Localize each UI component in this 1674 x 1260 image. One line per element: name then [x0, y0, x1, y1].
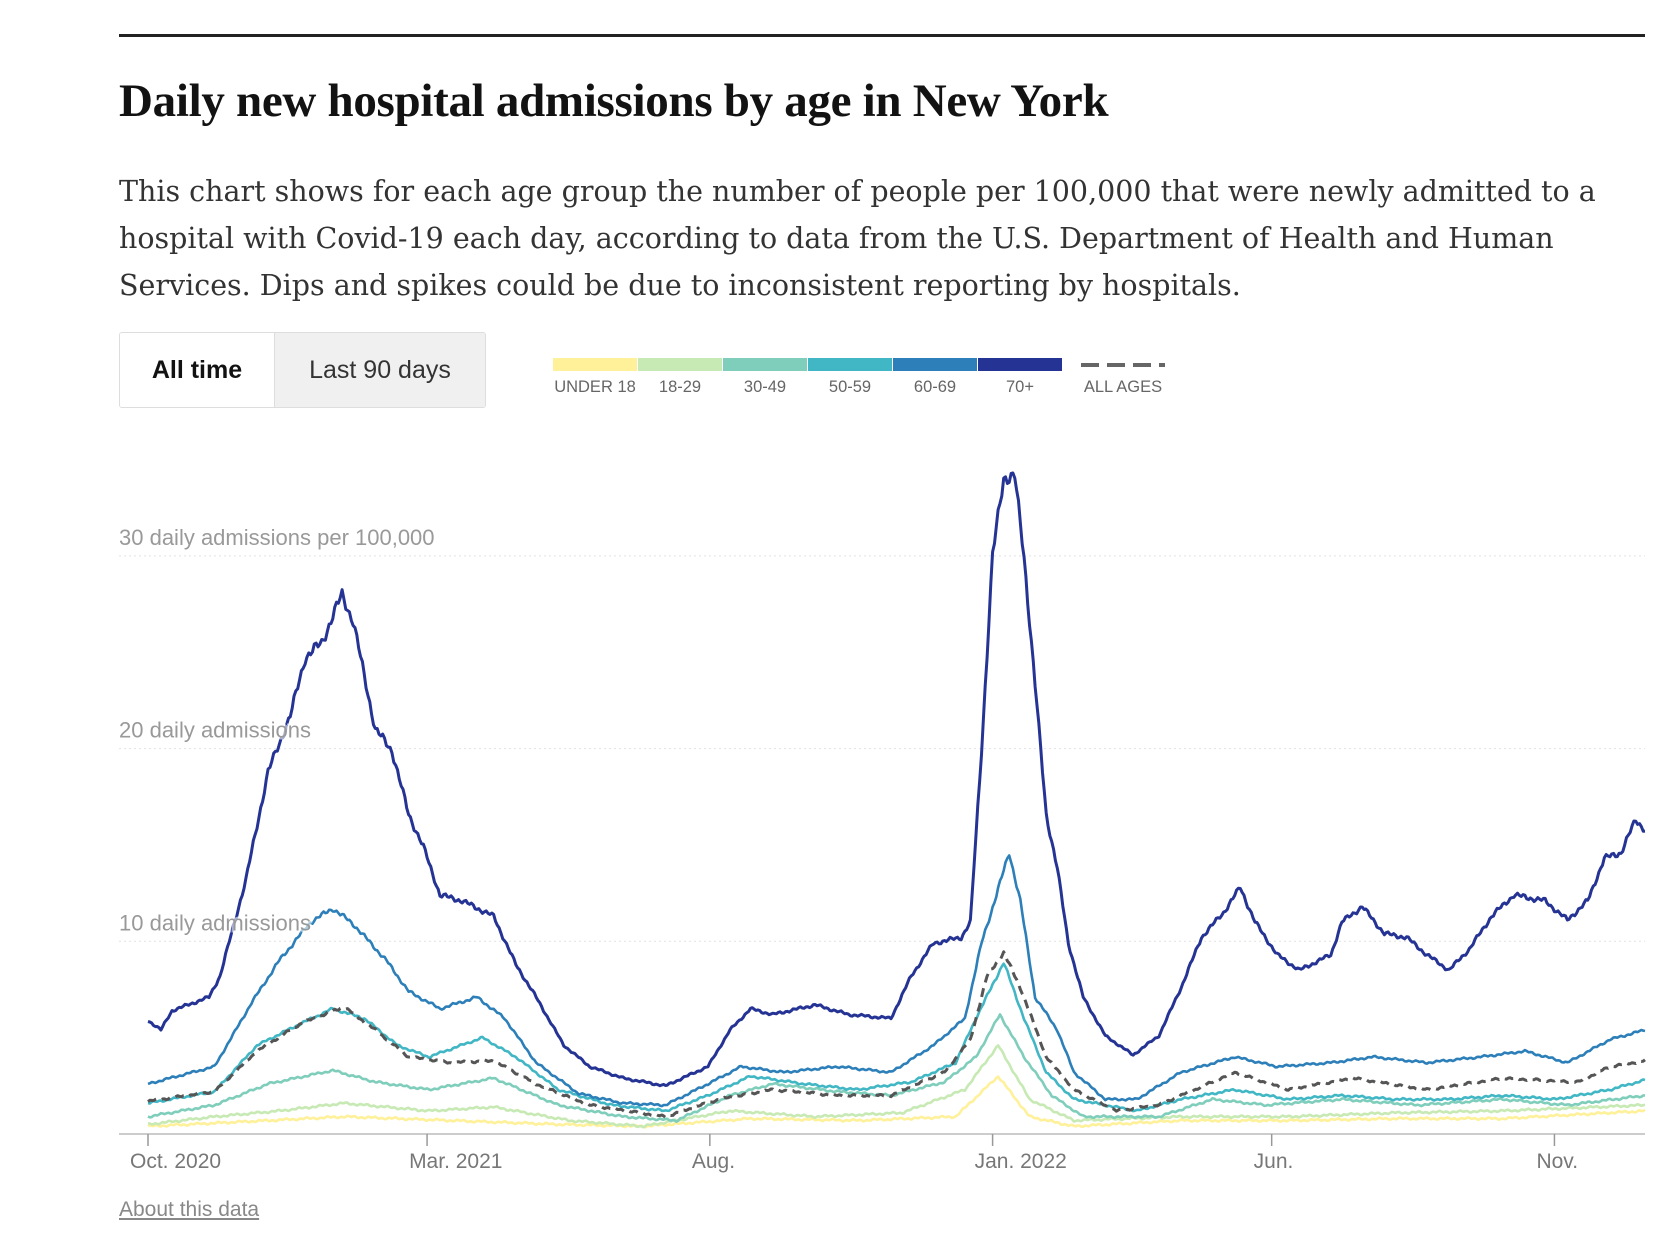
top-rule: [119, 34, 1645, 37]
x-tick-label: Jan. 2022: [975, 1150, 1067, 1173]
y-tick-label: 30 daily admissions per 100,000: [119, 525, 435, 550]
legend-item-30-49: 30-49: [723, 358, 807, 397]
legend-item-all-ages: ALL AGES: [1081, 358, 1165, 397]
legend-swatch: [553, 358, 637, 371]
legend-label: 60-69: [913, 378, 957, 396]
legend-item-18-29: 18-29: [638, 358, 722, 397]
legend-swatch: [723, 358, 807, 371]
legend-label: 18-29: [658, 378, 702, 396]
legend: UNDER 18 18-29 30-49 50-59 60-69 70+ ALL…: [553, 358, 1166, 397]
chart-title: Daily new hospital admissions by age in …: [119, 75, 1109, 127]
legend-dash-swatch: [1081, 358, 1165, 371]
series-line-50-59: [147, 962, 1646, 1113]
legend-label: UNDER 18: [554, 378, 636, 396]
chart-description: This chart shows for each age group the …: [119, 175, 1596, 302]
x-tick-label: Nov.: [1536, 1150, 1578, 1173]
x-tick-label: Mar. 2021: [409, 1150, 502, 1173]
legend-item-70-plus: 70+: [978, 358, 1062, 397]
series-line-all-ages: [147, 950, 1646, 1119]
legend-label: 70+: [1006, 378, 1034, 396]
series-line-60-69: [147, 854, 1646, 1108]
y-tick-label: 20 daily admissions: [119, 718, 311, 743]
x-tick-label: Oct. 2020: [130, 1150, 221, 1173]
legend-label: ALL AGES: [1083, 378, 1163, 396]
legend-swatch: [893, 358, 977, 371]
legend-swatch: [808, 358, 892, 371]
series-line-30-49: [147, 1013, 1646, 1123]
legend-swatch: [638, 358, 722, 371]
legend-item-60-69: 60-69: [893, 358, 977, 397]
legend-item-under-18: UNDER 18: [553, 358, 637, 397]
legend-label: 30-49: [743, 378, 787, 396]
last-90-days-button[interactable]: Last 90 days: [275, 333, 485, 407]
x-tick-label: Jun.: [1254, 1150, 1294, 1173]
x-tick-label: Aug.: [692, 1150, 735, 1173]
series-line-18-29: [147, 1044, 1646, 1129]
all-time-button[interactable]: All time: [120, 333, 275, 407]
time-range-toggle: All time Last 90 days: [119, 332, 486, 408]
series-line-70-: [147, 471, 1646, 1088]
legend-swatch: [978, 358, 1062, 371]
about-this-data-link[interactable]: About this data: [119, 1198, 260, 1221]
legend-item-50-59: 50-59: [808, 358, 892, 397]
series-line-under-18: [147, 1075, 1646, 1129]
y-tick-label: 10 daily admissions: [119, 910, 311, 935]
legend-label: 50-59: [828, 378, 872, 396]
